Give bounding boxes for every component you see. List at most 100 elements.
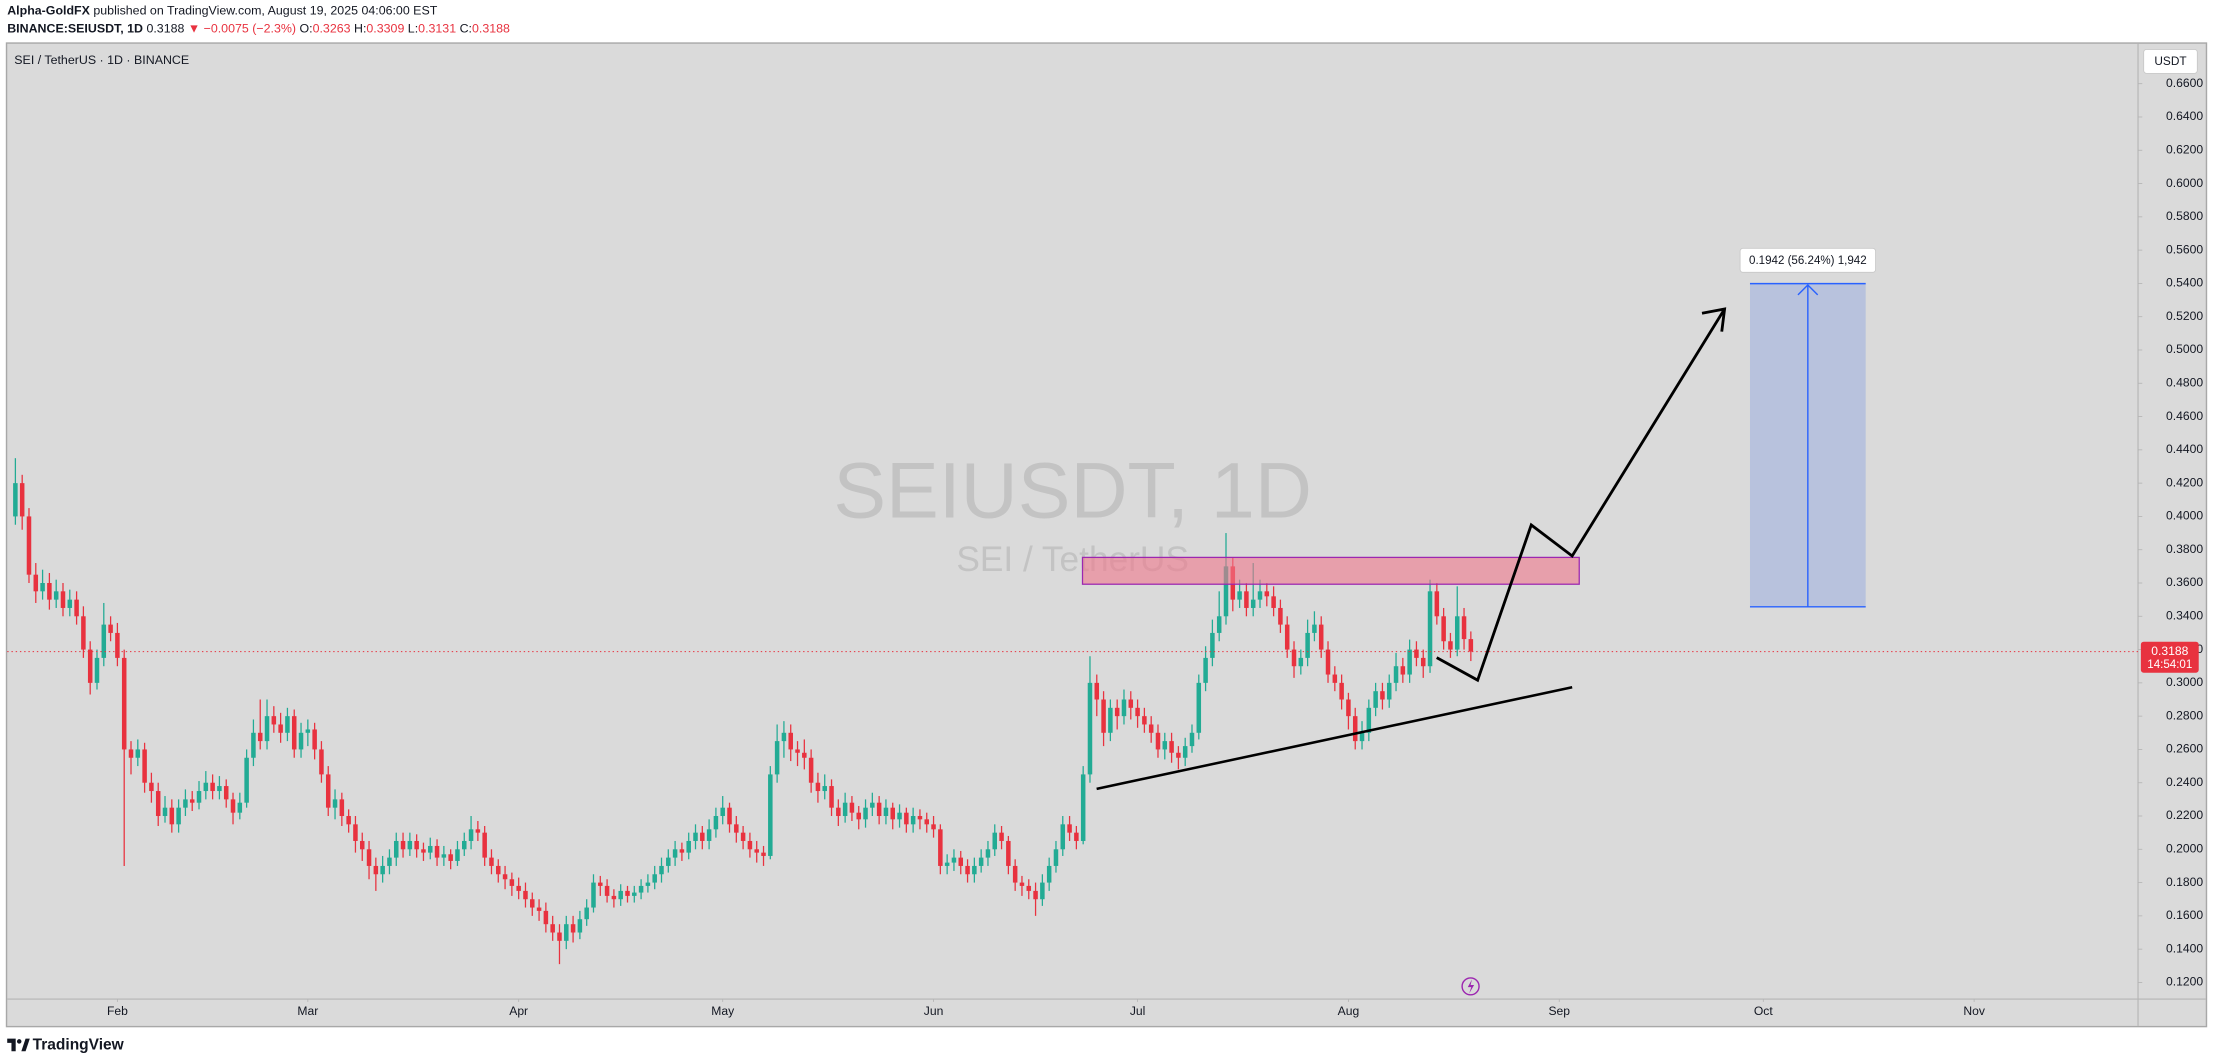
candle-body <box>659 865 664 875</box>
candle-body <box>591 882 596 908</box>
candle-body <box>1162 741 1168 750</box>
x-tick-label: Oct <box>1754 1004 1773 1018</box>
candle-body <box>1393 666 1399 683</box>
candle-body <box>223 786 229 800</box>
candle-body <box>842 802 848 817</box>
candle-body <box>1128 699 1134 708</box>
projection-arrowhead <box>1701 307 1727 332</box>
candle-body <box>108 624 113 633</box>
candle-body <box>196 791 202 803</box>
candle-body <box>1176 752 1181 758</box>
candle-body <box>1203 657 1208 683</box>
candles <box>13 458 1474 965</box>
trend-line <box>1096 685 1573 791</box>
candle-body <box>1339 682 1344 700</box>
candle-body <box>278 724 283 733</box>
candle-body <box>1420 657 1426 667</box>
candle-body <box>666 857 671 866</box>
y-tick-label: 0.1800 <box>2166 875 2203 889</box>
candle-body <box>836 807 841 817</box>
last-price: 0.3188 <box>146 22 184 36</box>
candle-body <box>822 786 827 792</box>
y-tick-label: 0.1400 <box>2166 941 2203 955</box>
chart-frame <box>5 42 2208 1028</box>
candle-body <box>325 774 331 808</box>
candle-body <box>1359 732 1365 742</box>
candle-body <box>1346 699 1351 717</box>
candle-body <box>598 882 603 886</box>
candle-body <box>353 824 358 841</box>
candle-body <box>1094 682 1100 700</box>
countdown-label: 14:54:01 <box>2147 659 2192 671</box>
candle-body <box>1434 591 1440 617</box>
candle-body <box>958 857 964 866</box>
last-price-label: 0.3188 <box>2151 644 2188 658</box>
event-icon[interactable] <box>1461 977 1480 996</box>
candle-body <box>910 816 916 825</box>
candle-body <box>713 816 719 830</box>
currency: USDT <box>2154 54 2186 68</box>
candle-body <box>94 657 100 683</box>
candle-body <box>60 591 66 608</box>
y-tick-label: 0.3000 <box>2166 675 2203 689</box>
candle-body <box>1461 616 1467 640</box>
y-tick-label: 0.4200 <box>2166 475 2203 489</box>
candle-body <box>496 865 501 875</box>
x-tick-label: Jul <box>1130 1004 1145 1018</box>
y-tick-label: 0.6000 <box>2166 176 2203 190</box>
candle-body <box>1257 591 1263 600</box>
y-tick-label: 0.2400 <box>2166 775 2203 789</box>
y-tick-label: 0.4400 <box>2166 442 2203 456</box>
candle-body <box>570 924 576 933</box>
y-tick-label: 0.6200 <box>2166 142 2203 156</box>
currency-box[interactable] <box>2143 48 2198 74</box>
candle-body <box>217 786 222 792</box>
candle-body <box>686 840 691 853</box>
target-label: 0.1942 (56.24%) 1,942 <box>1749 255 1867 267</box>
candle-body <box>679 849 685 853</box>
candle-body <box>1169 741 1174 753</box>
candle-body <box>1407 649 1412 675</box>
ohlc-label: H: <box>354 22 366 36</box>
candle-body <box>618 890 623 900</box>
candle-body <box>672 849 678 858</box>
candle-body <box>924 819 930 825</box>
y-tick-label: 0.1600 <box>2166 908 2203 922</box>
y-tick-label: 0.4600 <box>2166 409 2203 423</box>
y-tick-label: 0.2000 <box>2166 841 2203 855</box>
resistance-zone <box>1081 556 1580 585</box>
candle-body <box>53 591 59 600</box>
candle-body <box>67 599 73 608</box>
candle-body <box>421 849 426 853</box>
candle-body <box>1114 707 1120 717</box>
candle-body <box>754 849 759 853</box>
candle-body <box>468 829 474 841</box>
candle-body <box>128 749 134 758</box>
candle-body <box>944 862 950 866</box>
candle-body <box>1135 707 1140 717</box>
candle-body <box>1325 649 1331 675</box>
y-tick-label: 0.2800 <box>2166 708 2203 722</box>
candle-body <box>47 582 52 600</box>
candle-body <box>604 885 610 896</box>
candle-body <box>257 732 263 742</box>
candle-body <box>849 802 855 813</box>
candle-body <box>400 840 406 850</box>
x-tick-label: Sep <box>1548 1004 1570 1018</box>
candle-body <box>251 732 256 758</box>
candle-body <box>462 840 467 850</box>
candle-body <box>584 907 589 920</box>
candle-body <box>149 782 154 792</box>
y-tick-label: 0.3400 <box>2166 608 2203 622</box>
candle-body <box>1196 682 1202 733</box>
y-tick-label: 0.1200 <box>2166 975 2203 989</box>
x-tick-label: Nov <box>1963 1004 1985 1018</box>
candle-body <box>1040 882 1045 900</box>
y-tick-label: 0.4800 <box>2166 375 2203 389</box>
candle-body <box>380 865 385 875</box>
candle-body <box>1284 624 1290 650</box>
candle-body <box>632 892 637 896</box>
candle-body <box>1305 632 1310 658</box>
candle-body <box>536 907 542 911</box>
